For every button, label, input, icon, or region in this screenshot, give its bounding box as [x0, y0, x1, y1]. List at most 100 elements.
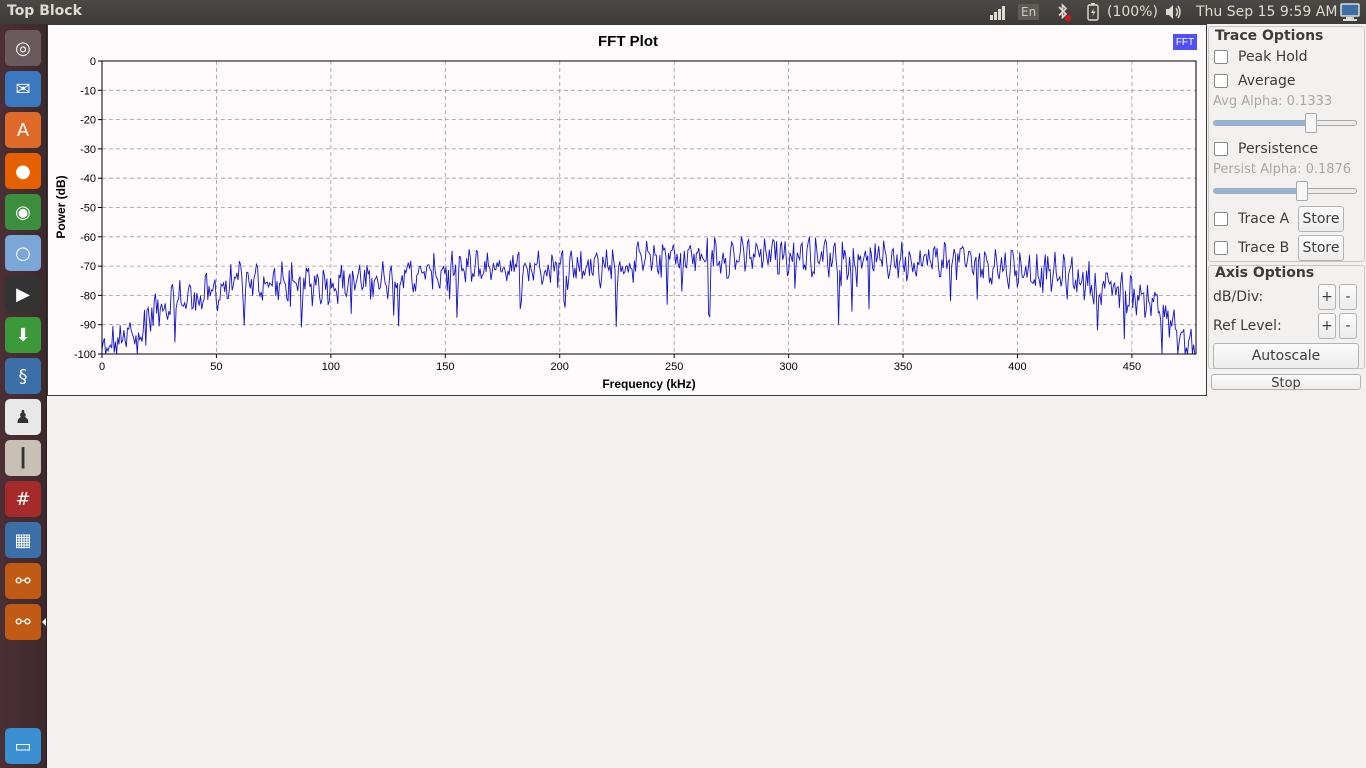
- avg-alpha-slider[interactable]: [1213, 113, 1357, 133]
- y-tick-label: -100: [74, 349, 96, 361]
- x-tick-label: 300: [779, 361, 797, 373]
- system-menu-icon[interactable]: [1339, 0, 1361, 24]
- top-block-window: 0 50 100 150 200 250 300 350 400 450 0 -10 -20 -30 -40…: [47, 24, 1366, 396]
- peak-hold-box[interactable]: [1214, 50, 1228, 64]
- launcher-item-trash[interactable]: ▭: [5, 728, 41, 764]
- persist-alpha-handle[interactable]: [1296, 181, 1309, 201]
- launcher-item-gnuradio-companion-1[interactable]: ⚯: [5, 563, 41, 599]
- launcher-item-software-center[interactable]: A: [5, 112, 41, 148]
- y-tick-label: -30: [80, 144, 96, 156]
- x-tick-label: 450: [1123, 361, 1141, 373]
- ref-level-increase-button[interactable]: +: [1318, 313, 1336, 339]
- terminal-icon: #: [15, 488, 31, 510]
- y-tick-label: -70: [80, 261, 96, 273]
- flowgraph-icon: ⚯: [15, 570, 31, 592]
- launcher-item-chromium[interactable]: ○: [5, 235, 41, 271]
- clock[interactable]: Thu Sep 15 9:59 AM: [1196, 4, 1338, 20]
- db-div-increase-button[interactable]: +: [1318, 284, 1336, 310]
- window-title: Top Block: [7, 3, 82, 19]
- average-checkbox[interactable]: Average: [1214, 73, 1296, 89]
- stop-button[interactable]: Stop: [1211, 374, 1361, 390]
- trace-b-box[interactable]: [1214, 241, 1228, 255]
- trash-icon: ▭: [14, 735, 32, 757]
- launcher-item-thunderbird[interactable]: ✉: [5, 71, 41, 107]
- launcher-item-mixer[interactable]: ┃: [5, 440, 41, 476]
- y-axis-label: Power (dB): [54, 175, 68, 238]
- fft-plot[interactable]: 0 50 100 150 200 250 300 350 400 450 0 -10 -20 -30 -40…: [48, 25, 1208, 397]
- chromium-icon: ○: [15, 242, 31, 264]
- trace-b-checkbox[interactable]: Trace B: [1214, 240, 1289, 256]
- y-tick-label: -40: [80, 173, 96, 185]
- launcher-item-downloader[interactable]: ⬇: [5, 317, 41, 353]
- trace-b-store-button[interactable]: Store: [1298, 235, 1344, 261]
- x-tick-label: 150: [436, 361, 454, 373]
- ubuntu-logo-icon: ◎: [15, 37, 31, 59]
- trace-options-group: [1208, 26, 1365, 262]
- x-tick-label: 350: [894, 361, 912, 373]
- video-icon: ▶: [16, 283, 30, 305]
- launcher-item-video-player[interactable]: ▶: [5, 276, 41, 312]
- x-axis-label: Frequency (kHz): [602, 377, 695, 391]
- average-box[interactable]: [1214, 74, 1228, 88]
- persistence-label: Persistence: [1238, 141, 1319, 157]
- launcher-item-gnuradio-companion-2[interactable]: ⚯: [5, 604, 41, 640]
- battery-icon[interactable]: [1085, 0, 1101, 24]
- persistence-box[interactable]: [1214, 142, 1228, 156]
- autoscale-button[interactable]: Autoscale: [1213, 343, 1359, 369]
- python-icon: §: [18, 365, 28, 387]
- mail-icon: ✉: [15, 78, 31, 100]
- plot-title: FFT Plot: [598, 33, 658, 50]
- persist-alpha-label: Persist Alpha: 0.1876: [1213, 162, 1352, 177]
- y-tick-label: -20: [80, 115, 96, 127]
- trace-a-store-button[interactable]: Store: [1298, 206, 1344, 232]
- y-tick-label: -50: [80, 203, 96, 215]
- avg-alpha-handle[interactable]: [1304, 113, 1317, 133]
- x-tick-label: 50: [210, 361, 222, 373]
- peak-hold-checkbox[interactable]: Peak Hold: [1214, 49, 1308, 65]
- chrome-icon: ◉: [15, 201, 31, 223]
- network-signal-icon[interactable]: [988, 0, 1008, 24]
- y-tick-label: -80: [80, 290, 96, 302]
- launcher-item-gnuradio[interactable]: ♟: [5, 399, 41, 435]
- launcher-item-dash-home[interactable]: ◎: [5, 30, 41, 66]
- db-div-decrease-button[interactable]: -: [1339, 284, 1357, 310]
- launcher-item-chrome[interactable]: ◉: [5, 194, 41, 230]
- fft-trace-line: [101, 236, 1196, 355]
- ref-level-label: Ref Level:: [1213, 318, 1282, 334]
- calculator-icon: ▦: [14, 529, 32, 551]
- y-tick-label: -90: [80, 320, 96, 332]
- x-tick-label: 400: [1008, 361, 1026, 373]
- top-panel: Top Block En (100%) Thu: [0, 0, 1366, 24]
- launcher-item-python[interactable]: §: [5, 358, 41, 394]
- shopping-bag-icon: A: [16, 119, 30, 141]
- avg-alpha-label: Avg Alpha: 0.1333: [1213, 94, 1333, 109]
- firefox-icon: ●: [15, 160, 31, 182]
- fft-plot-frame[interactable]: 0 50 100 150 200 250 300 350 400 450 0 -10 -20 -30 -40…: [47, 24, 1207, 396]
- download-icon: ⬇: [15, 324, 31, 346]
- peak-hold-label: Peak Hold: [1238, 49, 1308, 65]
- persistence-checkbox[interactable]: Persistence: [1214, 141, 1318, 157]
- x-tick-label: 250: [665, 361, 683, 373]
- trace-a-box[interactable]: [1214, 212, 1228, 226]
- persist-alpha-slider[interactable]: [1213, 181, 1357, 201]
- volume-icon[interactable]: [1164, 0, 1184, 24]
- x-tick-label: 0: [99, 361, 105, 373]
- y-tick-label: 0: [90, 56, 96, 68]
- battery-percent: (100%): [1107, 4, 1158, 20]
- fft-legend-badge[interactable]: FFT: [1173, 34, 1197, 50]
- bluetooth-icon[interactable]: [1053, 0, 1073, 24]
- y-tick-label: -10: [80, 85, 96, 97]
- launcher-item-terminal[interactable]: #: [5, 481, 41, 517]
- x-tick-label: 100: [322, 361, 340, 373]
- penguin-icon: ♟: [14, 406, 32, 428]
- keyboard-layout-label: En: [1018, 4, 1040, 20]
- launcher-item-firefox[interactable]: ●: [5, 153, 41, 189]
- launcher-item-calculator[interactable]: ▦: [5, 522, 41, 558]
- trace-options-title: Trace Options: [1215, 28, 1324, 44]
- trace-b-label: Trace B: [1238, 240, 1290, 256]
- db-div-label: dB/Div:: [1213, 289, 1264, 305]
- keyboard-layout-indicator[interactable]: En: [1018, 0, 1040, 24]
- trace-a-checkbox[interactable]: Trace A: [1214, 211, 1289, 227]
- ref-level-decrease-button[interactable]: -: [1339, 313, 1357, 339]
- flowgraph-icon: ⚯: [15, 611, 31, 633]
